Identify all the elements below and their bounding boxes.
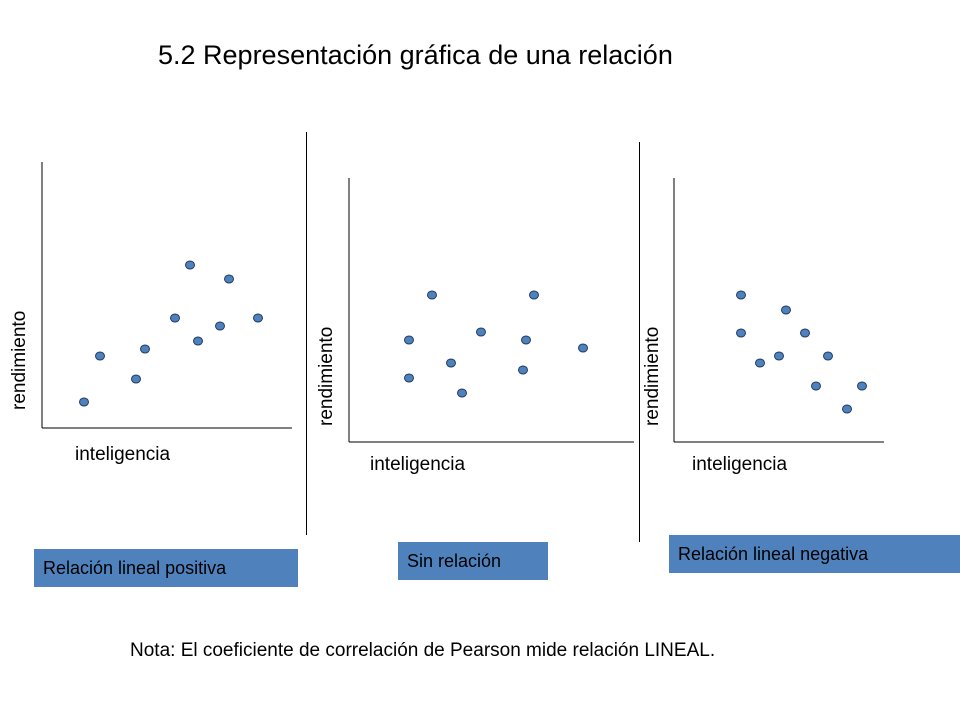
- data-point: [823, 351, 833, 361]
- data-point: [476, 327, 486, 337]
- data-point: [811, 381, 821, 391]
- x-axis-label-2: inteligencia: [370, 454, 466, 475]
- data-point: [842, 404, 852, 414]
- x-axis-label-3: inteligencia: [692, 454, 788, 475]
- data-point: [755, 358, 765, 368]
- page-title: 5.2 Representación gráfica de una relaci…: [158, 40, 673, 70]
- data-point: [404, 373, 414, 383]
- data-point: [427, 290, 437, 300]
- data-point: [404, 335, 414, 345]
- data-point: [781, 305, 791, 315]
- label-positive-relation: Relación lineal positiva: [34, 549, 298, 587]
- data-point: [529, 290, 539, 300]
- data-point: [185, 260, 195, 270]
- data-point: [736, 328, 746, 338]
- scatter-plot-2: [348, 178, 634, 443]
- data-point: [95, 351, 105, 361]
- footnote: Nota: El coeficiente de correlación de P…: [130, 640, 716, 661]
- data-point: [518, 365, 528, 375]
- data-point: [578, 343, 588, 353]
- data-point: [800, 328, 810, 338]
- panel-divider-2: [639, 142, 640, 542]
- y-axis-label-3: rendimiento: [642, 326, 663, 426]
- data-point: [170, 313, 180, 323]
- label-negative-relation: Relación lineal negativa: [669, 535, 960, 573]
- data-point: [253, 313, 263, 323]
- data-point: [521, 335, 531, 345]
- y-axis-label-2: rendimiento: [316, 326, 337, 426]
- data-point: [131, 374, 141, 384]
- panel-divider-1: [306, 132, 307, 535]
- y-axis-label-1: rendimiento: [9, 310, 30, 410]
- data-point: [224, 274, 234, 284]
- data-point: [736, 290, 746, 300]
- data-point: [446, 358, 456, 368]
- data-point: [215, 321, 225, 331]
- scatter-plot-3: [673, 178, 884, 443]
- data-point: [457, 388, 467, 398]
- data-point: [193, 336, 203, 346]
- label-no-relation: Sin relación: [398, 542, 548, 580]
- x-axis-label-1: inteligencia: [75, 444, 171, 465]
- data-point: [774, 351, 784, 361]
- data-point: [79, 397, 89, 407]
- data-point: [857, 381, 867, 391]
- data-point: [140, 344, 150, 354]
- scatter-plot-1: [41, 162, 292, 429]
